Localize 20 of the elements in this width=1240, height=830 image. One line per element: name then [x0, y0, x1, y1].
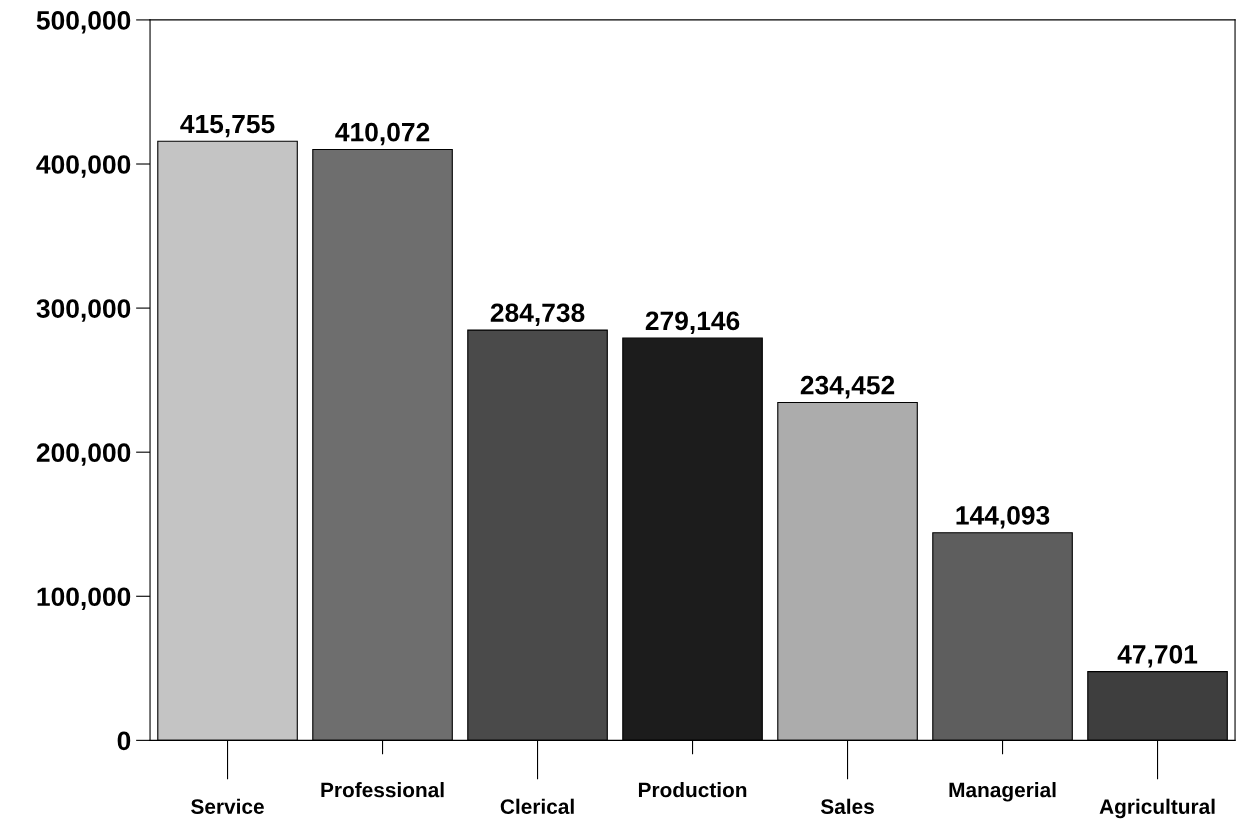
data-label: 410,072 [335, 122, 430, 146]
data-label: 234,452 [800, 375, 895, 399]
data-label: 284,738 [490, 303, 585, 326]
x-tick-label: Clerical [500, 798, 574, 814]
y-tick-label: 500,000 [36, 11, 131, 34]
data-label: 279,146 [645, 311, 740, 334]
x-tick-label: Production [638, 782, 747, 798]
y-tick-label: 0 [117, 731, 131, 751]
y-tick-label: 200,000 [36, 443, 131, 466]
data-label: 415,755 [180, 114, 275, 138]
x-tick-label: Managerial [949, 782, 1056, 802]
y-tick-label: 300,000 [36, 299, 131, 322]
y-tick-label: 400,000 [36, 155, 131, 178]
y-tick-label: 100,000 [37, 587, 131, 610]
x-tick-label: Service [191, 798, 264, 814]
x-tick-label: Sales [820, 798, 874, 814]
x-tick-label: Agricultural [1099, 798, 1215, 819]
x-tick-label: Professional [321, 782, 444, 798]
data-label: 144,093 [956, 506, 1050, 529]
data-label: 47,701 [1117, 644, 1198, 668]
